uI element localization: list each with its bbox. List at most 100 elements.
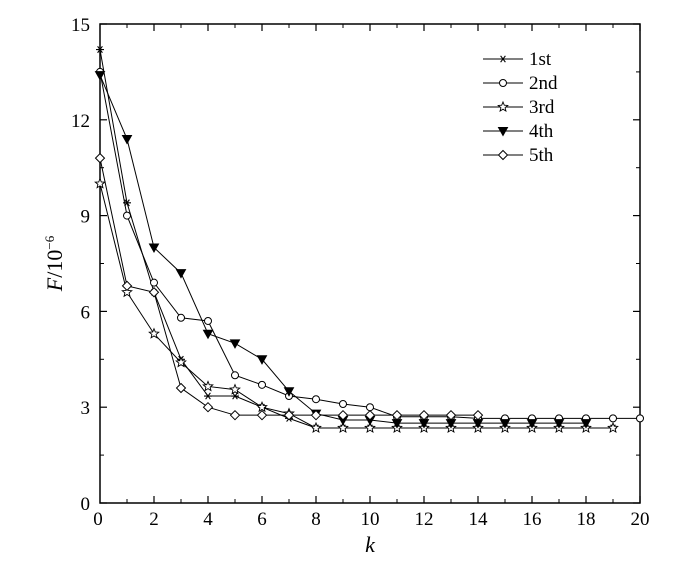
data-point: [231, 392, 239, 400]
legend-marker: [497, 100, 509, 113]
data-point: [258, 380, 266, 389]
x-tick-label: 12: [415, 509, 434, 530]
x-tick-label: 20: [631, 509, 650, 530]
legend-item-2nd: 2nd: [483, 73, 558, 94]
data-point: [94, 152, 106, 164]
data-point: [204, 316, 212, 325]
series-line-3rd: [99, 183, 613, 429]
data-point: [418, 409, 430, 421]
series-3rd: [94, 177, 619, 433]
data-point: [202, 380, 214, 392]
data-point: [553, 419, 565, 429]
data-point: [366, 403, 374, 412]
series-line-4th: [99, 74, 586, 424]
data-point: [312, 395, 320, 404]
data-point: [364, 409, 376, 421]
x-tick-label: 10: [361, 509, 380, 530]
data-point: [175, 269, 187, 279]
x-axis-label: k: [365, 532, 376, 557]
data-point: [229, 339, 241, 349]
data-point: [177, 313, 185, 322]
x-tick-label: 6: [257, 509, 267, 530]
data-point: [310, 421, 322, 433]
data-point: [283, 387, 295, 397]
data-point: [175, 382, 187, 394]
data-point: [636, 414, 644, 423]
data-point: [337, 421, 349, 433]
y-axis-label-unit: /10: [42, 250, 67, 278]
legend-item-1st: 1st: [483, 49, 552, 70]
legend-label: 5th: [529, 145, 554, 166]
legend-label: 2nd: [529, 73, 558, 94]
y-tick-label: 15: [71, 15, 90, 36]
legend: 1st 2nd 3rd 4th 5th: [483, 49, 558, 166]
y-axis-label-main: F: [42, 277, 67, 292]
data-point: [123, 211, 131, 220]
x-tick-label: 14: [469, 509, 489, 530]
y-tick-label: 0: [81, 494, 91, 515]
y-tick-label: 12: [71, 111, 90, 132]
legend-item-5th: 5th: [483, 145, 554, 166]
data-point: [337, 409, 349, 421]
legend-item-3rd: 3rd: [483, 97, 555, 118]
x-tick-label: 16: [523, 509, 542, 530]
data-point: [96, 46, 104, 54]
y-tick-label: 6: [81, 302, 91, 323]
data-point: [609, 414, 617, 423]
x-tick-label: 4: [203, 509, 213, 530]
data-point: [607, 421, 619, 433]
data-point: [175, 356, 187, 368]
data-point: [526, 419, 538, 429]
data-point: [310, 409, 322, 421]
legend-marker: [499, 79, 507, 87]
data-point: [256, 409, 268, 421]
y-tick-label: 9: [81, 207, 91, 228]
legend-label: 3rd: [529, 97, 555, 118]
legend-label: 4th: [529, 121, 554, 142]
data-point: [229, 383, 241, 395]
y-axis-label-exponent: −6: [42, 235, 57, 249]
data-point: [256, 400, 268, 413]
legend-marker: [499, 55, 507, 63]
data-point: [121, 134, 133, 145]
legend-item-4th: 4th: [483, 121, 554, 142]
data-point: [256, 355, 268, 365]
x-tick-label: 8: [311, 509, 321, 530]
data-point: [231, 371, 239, 380]
legend-marker: [497, 127, 509, 137]
x-tick-label: 0: [93, 509, 103, 530]
series-4th: [94, 71, 592, 429]
data-point: [94, 71, 106, 81]
data-point: [229, 409, 241, 421]
y-tick-label: 3: [81, 398, 91, 419]
plot-frame: [99, 23, 641, 504]
data-point: [391, 409, 403, 421]
data-point: [121, 286, 133, 298]
data-point: [283, 409, 295, 421]
data-point: [148, 327, 160, 339]
data-point: [472, 409, 484, 421]
data-point: [202, 329, 214, 340]
x-tick-label: 2: [149, 509, 159, 530]
series-layer: [94, 46, 644, 433]
x-tick-label: 18: [577, 509, 596, 530]
plot-frame-group: [99, 23, 641, 504]
series-2nd: [96, 67, 644, 423]
data-point: [339, 400, 347, 409]
data-point: [148, 287, 160, 298]
data-point: [150, 278, 158, 287]
legend-marker: [497, 149, 509, 161]
data-point: [580, 419, 592, 429]
data-point: [121, 280, 133, 292]
data-point: [499, 419, 511, 429]
data-point: [202, 401, 214, 413]
series-5th: [94, 152, 484, 421]
data-point: [204, 392, 212, 400]
series-line-2nd: [99, 71, 640, 419]
y-axis-label: F/10−6: [42, 235, 67, 292]
data-point: [148, 243, 160, 254]
data-point: [364, 421, 376, 433]
ticks-layer: 0 2 4 6 8 10 12 14 16 18 20 0 3 6 9 12 15: [71, 15, 650, 530]
data-point: [94, 177, 106, 189]
